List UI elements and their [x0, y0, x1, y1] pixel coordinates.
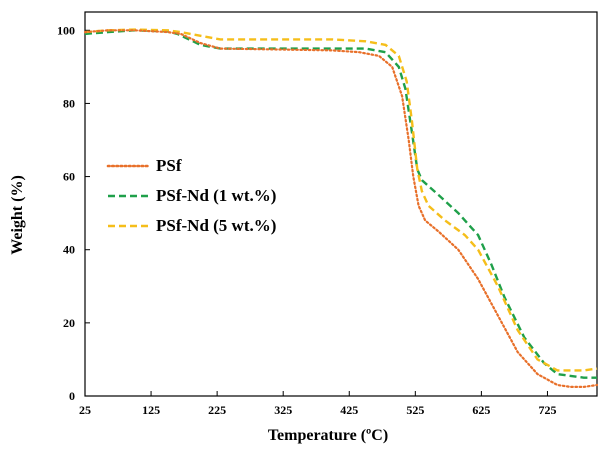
- x-tick-label: 325: [274, 403, 292, 417]
- y-tick-label: 80: [63, 96, 75, 110]
- y-axis-title: Weight (%): [9, 175, 26, 255]
- series-line-0: [83, 29, 598, 388]
- legend-label-0: PSf: [156, 156, 182, 175]
- legend-label-1: PSf-Nd (1 wt.%): [156, 186, 276, 205]
- x-tick-label: 625: [472, 403, 490, 417]
- x-tick-label: 125: [142, 403, 160, 417]
- y-tick-label: 20: [63, 316, 75, 330]
- y-tick-label: 0: [69, 389, 75, 403]
- x-tick-label: 525: [406, 403, 424, 417]
- x-tick-label: 225: [208, 403, 226, 417]
- series-line-1: [84, 29, 597, 379]
- x-axis-title: Temperature (ºC): [268, 427, 388, 444]
- legend-label-2: PSf-Nd (5 wt.%): [156, 216, 276, 235]
- axes: 25 125 225 325 425 525 625 725 0 20 40 60 80 100: [57, 11, 598, 417]
- plot-frame: [84, 11, 598, 397]
- series-line-2: [84, 28, 598, 372]
- y-tick-label: 60: [63, 170, 75, 184]
- legend: PSf PSf-Nd (1 wt.%) PSf-Nd (5 wt.%): [106, 156, 276, 235]
- x-tick-label: 725: [538, 403, 556, 417]
- x-tick-label: 25: [79, 403, 91, 417]
- x-tick-label: 425: [340, 403, 358, 417]
- series-lines: [83, 28, 598, 388]
- y-tick-label: 40: [63, 243, 75, 257]
- y-tick-label: 100: [57, 23, 75, 37]
